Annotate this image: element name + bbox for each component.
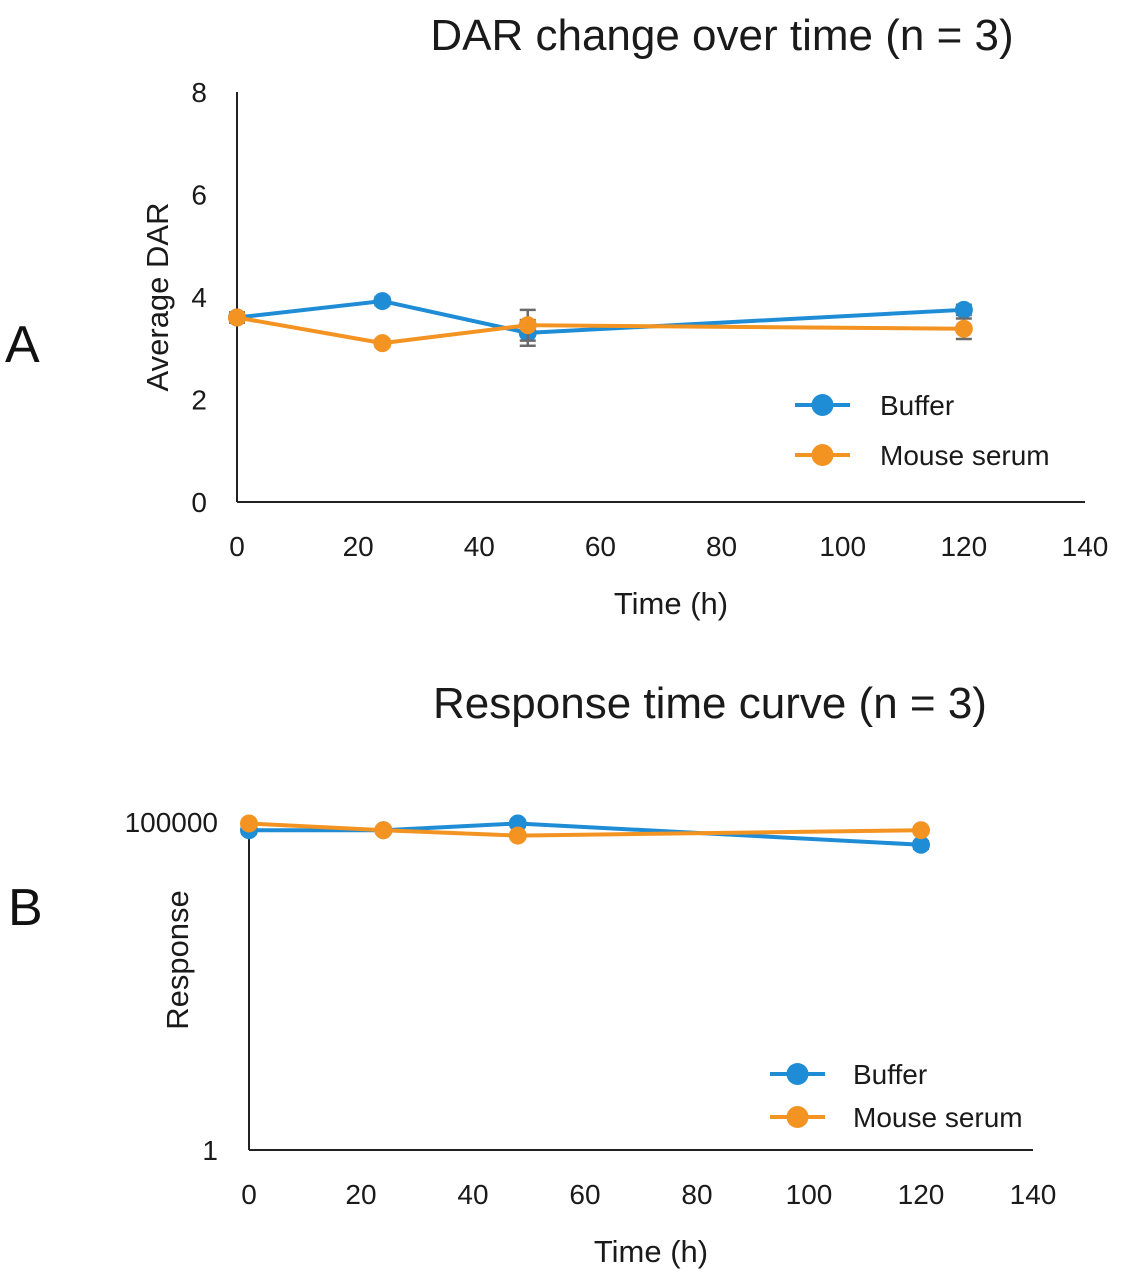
x-tick-label: 120 <box>898 1179 945 1210</box>
x-tick-label: 80 <box>706 531 737 562</box>
series-buffer <box>228 292 973 347</box>
legend-label: Buffer <box>880 390 954 421</box>
legend-label: Buffer <box>853 1059 927 1090</box>
legend: Buffer Mouse serum <box>795 390 1050 471</box>
legend-label: Mouse serum <box>880 440 1050 471</box>
data-point <box>374 821 393 840</box>
data-point <box>240 814 258 833</box>
panel-label: A <box>5 316 40 374</box>
x-tick-label: 60 <box>569 1179 600 1210</box>
x-tick-label: 140 <box>1010 1179 1057 1210</box>
x-tick-label: 40 <box>464 531 495 562</box>
x-tick-label: 0 <box>229 531 245 562</box>
y-tick-label: 100000 <box>125 807 218 838</box>
y-tick-label: 8 <box>191 77 207 108</box>
x-tick-label: 80 <box>681 1179 712 1210</box>
x-tick-label: 100 <box>819 531 866 562</box>
y-tick-label: 0 <box>191 487 207 518</box>
chart-panel-a: DAR change over time (n = 3)A0 20 40 60 80 10… <box>5 11 1108 621</box>
y-axis-title: Response <box>160 890 195 1030</box>
legend-swatch-marker <box>811 444 834 466</box>
data-point <box>954 319 973 338</box>
series-mouse-serum <box>240 814 930 845</box>
x-tick-label: 20 <box>343 531 374 562</box>
chart-panel-b: Response time curve (n = 3) B 0 20 40 60 80 100… <box>8 679 1056 1269</box>
series-line <box>236 299 964 335</box>
legend-swatch-marker <box>811 394 834 416</box>
x-tick-label: 20 <box>345 1179 376 1210</box>
legend-label: Mouse serum <box>853 1102 1023 1133</box>
x-tick-label: 120 <box>940 531 987 562</box>
chart-title: Response time curve (n = 3) <box>433 679 987 728</box>
data-point <box>228 308 246 327</box>
data-point <box>912 821 930 840</box>
series-mouse-serum <box>228 308 973 353</box>
legend: Buffer Mouse serum <box>770 1059 1023 1133</box>
y-tick-label: 6 <box>191 180 207 211</box>
data-point <box>373 334 392 353</box>
x-tick-label: 100 <box>786 1179 833 1210</box>
y-axis-title: Average DAR <box>140 203 175 392</box>
legend-swatch-marker <box>786 1063 809 1085</box>
series-line <box>236 315 964 346</box>
legend-swatch-marker <box>786 1106 809 1128</box>
panel-label: B <box>8 879 43 937</box>
x-tick-label: 140 <box>1062 531 1109 562</box>
x-axis-title: Time (h) <box>594 1234 708 1269</box>
data-point <box>508 826 527 845</box>
data-point <box>912 835 930 854</box>
chart-title: DAR change over time (n = 3) <box>430 11 1013 60</box>
x-tick-label: 60 <box>585 531 616 562</box>
y-tick-label: 4 <box>191 282 207 313</box>
data-point <box>373 292 392 311</box>
y-tick-label: 2 <box>191 385 207 416</box>
x-tick-label: 40 <box>457 1179 488 1210</box>
data-point <box>954 300 973 319</box>
x-axis-title: Time (h) <box>614 586 728 621</box>
series-line <box>248 821 922 838</box>
y-tick-label: 1 <box>202 1135 218 1166</box>
data-point <box>518 316 537 335</box>
x-tick-label: 0 <box>241 1179 257 1210</box>
